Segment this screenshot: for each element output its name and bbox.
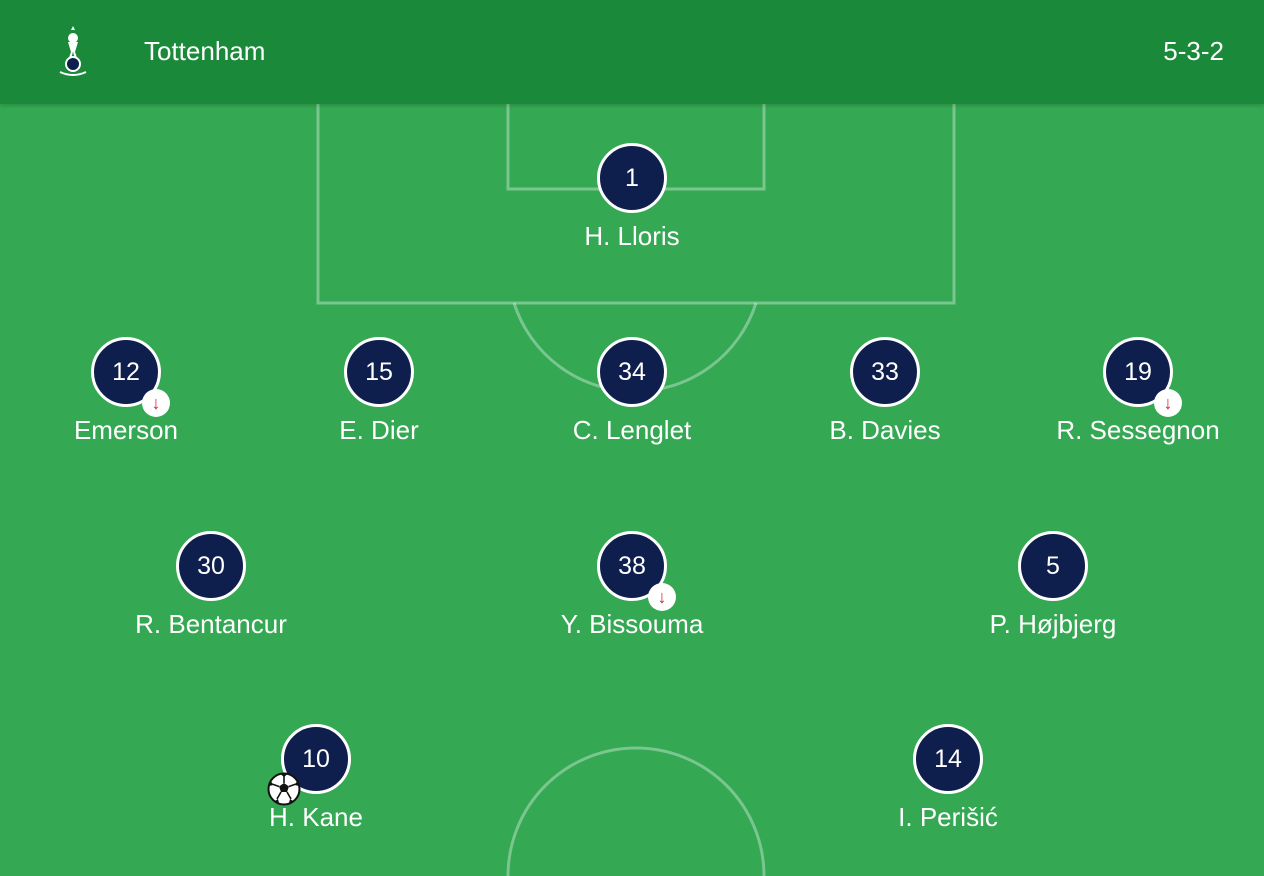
player-name: Y. Bissouma <box>560 609 704 639</box>
soccer-ball-icon <box>267 772 301 806</box>
player-def1[interactable]: 12 ↓ Emerson <box>6 337 246 445</box>
player-name: I. Perišić <box>898 802 998 832</box>
player-number: 14 <box>913 724 983 794</box>
player-name: E. Dier <box>339 415 419 445</box>
player-name: P. Højbjerg <box>989 609 1117 639</box>
center-circle <box>506 746 766 876</box>
substitution-arrow-icon: ↓ <box>648 583 676 611</box>
player-mid1[interactable]: 30 R. Bentancur <box>91 531 331 639</box>
player-fwd1[interactable]: 10 H. Kane <box>196 724 436 832</box>
team-name: Tottenham <box>144 36 266 66</box>
player-number: 38 <box>597 531 667 601</box>
player-gk[interactable]: 1 H. Lloris <box>512 143 752 251</box>
player-name: B. Davies <box>829 415 941 445</box>
player-number: 33 <box>850 337 920 407</box>
player-name: R. Sessegnon <box>1056 415 1220 445</box>
player-mid2[interactable]: 38 ↓ Y. Bissouma <box>512 531 752 639</box>
player-number: 15 <box>344 337 414 407</box>
substitution-arrow-icon: ↓ <box>142 389 170 417</box>
substitution-arrow-icon: ↓ <box>1154 389 1182 417</box>
player-name: C. Lenglet <box>572 415 692 445</box>
formation-label: 5-3-2 <box>1163 36 1224 66</box>
player-number: 12 <box>91 337 161 407</box>
player-def3[interactable]: 34 C. Lenglet <box>512 337 752 445</box>
spurs-crest-icon <box>59 26 87 76</box>
player-name: H. Kane <box>269 802 363 832</box>
player-name: R. Bentancur <box>135 609 287 639</box>
player-name: H. Lloris <box>584 221 680 251</box>
player-def5[interactable]: 19 ↓ R. Sessegnon <box>1018 337 1258 445</box>
player-fwd2[interactable]: 14 I. Perišić <box>828 724 1068 832</box>
player-def2[interactable]: 15 E. Dier <box>259 337 499 445</box>
player-number: 5 <box>1018 531 1088 601</box>
player-def4[interactable]: 33 B. Davies <box>765 337 1005 445</box>
player-number: 1 <box>597 143 667 213</box>
player-number: 30 <box>176 531 246 601</box>
player-number: 34 <box>597 337 667 407</box>
lineup-header: Tottenham 5-3-2 <box>0 0 1264 104</box>
player-mid3[interactable]: 5 P. Højbjerg <box>933 531 1173 639</box>
player-name: Emerson <box>73 415 179 445</box>
